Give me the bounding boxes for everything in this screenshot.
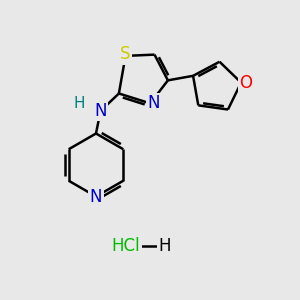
- Text: H: H: [159, 237, 171, 255]
- Text: O: O: [239, 74, 252, 92]
- Text: N: N: [94, 102, 107, 120]
- Text: N: N: [90, 188, 102, 206]
- Text: HCl: HCl: [112, 237, 140, 255]
- Text: S: S: [120, 45, 131, 63]
- Text: H: H: [74, 96, 85, 111]
- Text: N: N: [147, 94, 160, 112]
